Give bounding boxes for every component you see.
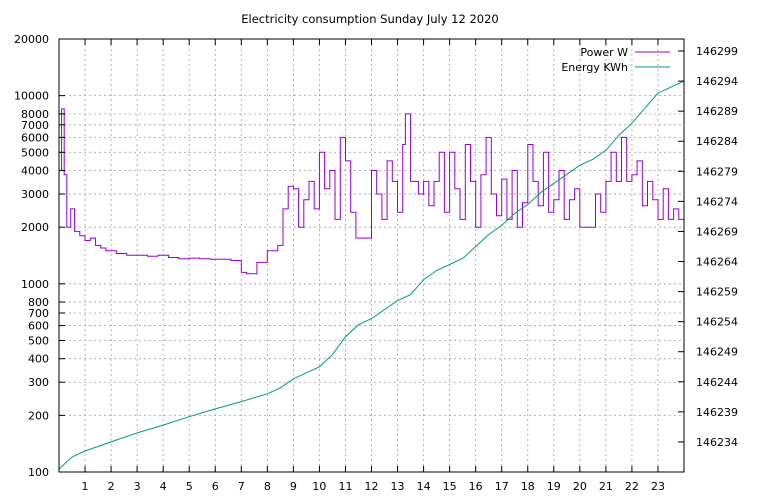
legend: Power W Energy KWh xyxy=(561,46,670,74)
x-tick-label: 6 xyxy=(212,480,219,493)
energy-kwh-series-line xyxy=(58,80,685,470)
y2-tick-label: 146294 xyxy=(696,75,738,88)
x-tick-label: 12 xyxy=(365,480,379,493)
y-tick-label: 2000 xyxy=(21,221,49,234)
x-tick-label: 10 xyxy=(312,480,326,493)
x-tick-label: 7 xyxy=(238,480,245,493)
y2-tick-label: 146249 xyxy=(696,346,738,359)
power-w-series-line xyxy=(59,108,684,275)
y2-tick-label: 146299 xyxy=(696,45,738,58)
y-tick-label: 1000 xyxy=(21,278,49,291)
x-tick-label: 9 xyxy=(290,480,297,493)
x-tick-label: 8 xyxy=(264,480,271,493)
y2-tick-label: 146264 xyxy=(696,256,738,269)
grid-lines xyxy=(59,39,684,472)
x-tick-label: 23 xyxy=(651,480,665,493)
y-tick-label: 5000 xyxy=(21,146,49,159)
y2-tick-label: 146269 xyxy=(696,225,738,238)
y2-tick-label: 146284 xyxy=(696,135,738,148)
x-tick-label: 2 xyxy=(108,480,115,493)
y-tick-label: 600 xyxy=(28,320,49,333)
y-tick-label: 7000 xyxy=(21,119,49,132)
x-tick-label: 15 xyxy=(443,480,457,493)
y2-tick-label: 146239 xyxy=(696,406,738,419)
y-tick-label: 400 xyxy=(28,353,49,366)
y2-tick-label: 146234 xyxy=(696,436,738,449)
y-tick-label: 6000 xyxy=(21,131,49,144)
x-tick-label: 20 xyxy=(573,480,587,493)
x-tick-label: 14 xyxy=(417,480,431,493)
x-tick-label: 22 xyxy=(625,480,639,493)
y2-tick-label: 146289 xyxy=(696,105,738,118)
y-tick-label: 700 xyxy=(28,307,49,320)
y-tick-label: 10000 xyxy=(14,90,49,103)
x-tick-label: 5 xyxy=(186,480,193,493)
y-tick-label: 300 xyxy=(28,376,49,389)
y-tick-label: 4000 xyxy=(21,165,49,178)
x-tick-label: 16 xyxy=(469,480,483,493)
y2-tick-label: 146259 xyxy=(696,286,738,299)
y2-tick-label: 146279 xyxy=(696,165,738,178)
x-tick-label: 1 xyxy=(82,480,89,493)
x-tick-label: 19 xyxy=(547,480,561,493)
x-tick-label: 17 xyxy=(495,480,509,493)
y2-tick-label: 146254 xyxy=(696,316,738,329)
y-tick-label: 100 xyxy=(28,466,49,479)
x-tick-label: 21 xyxy=(599,480,613,493)
series-lines xyxy=(58,80,685,470)
axis-ticks: 1 2 3 4 5 6 7 8 9 10 11 12 13 14 15 16 17 18 19 20 21 22 23100… xyxy=(14,33,738,493)
y2-tick-label: 146244 xyxy=(696,376,738,389)
x-tick-label: 3 xyxy=(134,480,141,493)
x-tick-label: 4 xyxy=(160,480,167,493)
x-tick-label: 11 xyxy=(338,480,352,493)
y-tick-label: 8000 xyxy=(21,108,49,121)
y-tick-label: 20000 xyxy=(14,33,49,46)
y2-tick-label: 146274 xyxy=(696,195,738,208)
x-tick-label: 13 xyxy=(391,480,405,493)
x-tick-label: 18 xyxy=(521,480,535,493)
y-tick-label: 200 xyxy=(28,409,49,422)
legend-label-energy-kwh: Energy KWh xyxy=(561,61,628,74)
y-tick-label: 800 xyxy=(28,296,49,309)
y-tick-label: 500 xyxy=(28,334,49,347)
chart-title: Electricity consumption Sunday July 12 2… xyxy=(241,12,498,26)
legend-label-power-w: Power W xyxy=(580,46,628,59)
y-tick-label: 3000 xyxy=(21,188,49,201)
